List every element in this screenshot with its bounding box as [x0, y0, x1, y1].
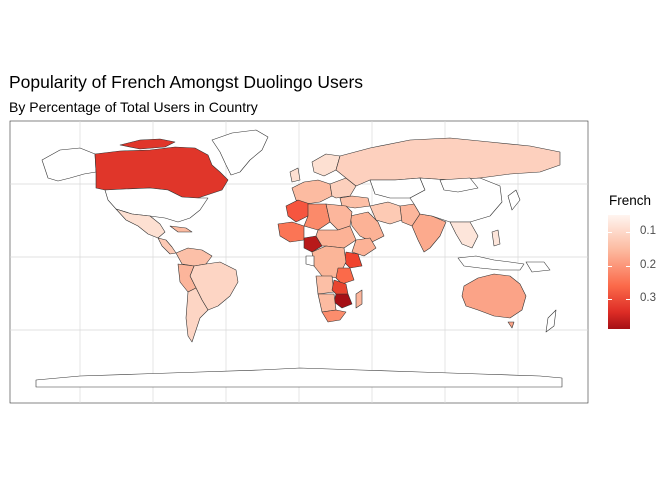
- region-tasmania: [507, 321, 515, 329]
- legend-tick-label: 0.1: [640, 225, 656, 237]
- region-ethiopia: [351, 237, 377, 257]
- legend-colorbar: [608, 215, 630, 329]
- region-tanzania: [335, 267, 355, 285]
- region-northern-south-america: [175, 247, 213, 267]
- legend-tick-mark: [626, 266, 630, 267]
- region-argentina: [185, 287, 209, 343]
- region-antarctica: [35, 367, 563, 388]
- map-title: Popularity of French Amongst Duolingo Us…: [9, 72, 364, 92]
- legend-tick-label: 0.3: [640, 292, 656, 304]
- region-philippines: [491, 229, 501, 247]
- region-nigeria: [303, 235, 323, 253]
- region-papua: [525, 261, 551, 273]
- region-russia: [335, 137, 561, 187]
- region-alaska: [41, 147, 97, 182]
- region-japan: [507, 189, 521, 211]
- legend-tick-mark: [626, 232, 630, 233]
- region-uk: [289, 167, 301, 183]
- region-south-africa: [321, 309, 347, 323]
- region-canada-islands: [119, 138, 176, 150]
- legend-tick-label: 0.2: [640, 259, 656, 271]
- map-gridlines: [10, 121, 588, 403]
- region-saudi-arabia: [349, 211, 385, 243]
- region-angola: [315, 275, 335, 295]
- map-subtitle: By Percentage of Total Users in Country: [9, 99, 258, 115]
- region-congo: [305, 255, 315, 267]
- region-southeast-asia: [449, 221, 479, 249]
- legend-tick-mark: [626, 299, 630, 300]
- legend-title: French: [609, 193, 652, 208]
- region-australia: [461, 273, 527, 319]
- region-new-zealand: [545, 309, 557, 333]
- legend-tick-mark: [608, 232, 612, 233]
- region-caribbean: [169, 225, 193, 233]
- region-madagascar: [355, 289, 363, 309]
- legend-tick-mark: [608, 299, 612, 300]
- legend-tick-mark: [608, 266, 612, 267]
- region-indonesia: [457, 255, 525, 271]
- region-mexico: [115, 208, 166, 239]
- region-mongolia: [439, 177, 479, 193]
- region-greenland: [211, 129, 269, 176]
